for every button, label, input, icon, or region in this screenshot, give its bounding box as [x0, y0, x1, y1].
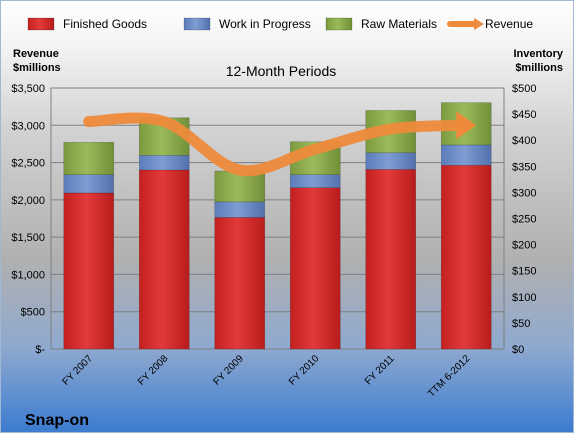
- bar-work-in-progress-3: [289, 174, 341, 189]
- legend-label-finished-goods: Finished Goods: [63, 17, 147, 31]
- bar-finished-goods-3: [289, 187, 341, 350]
- left-axis-title-line2: $millions: [13, 62, 61, 74]
- left-tick-label: $1,500: [11, 232, 45, 244]
- legend-label-work-in-progress: Work in Progress: [219, 17, 311, 31]
- right-tick-label: $0: [512, 344, 524, 356]
- bar-raw-materials-0: [63, 141, 115, 175]
- bar-finished-goods-5: [440, 164, 492, 350]
- revenue-line: [83, 112, 472, 177]
- legend-swatch-raw-materials: [325, 17, 353, 31]
- right-tick-label: $300: [512, 187, 536, 199]
- revenue-arrowhead: [456, 111, 477, 140]
- bar-finished-goods-0: [63, 192, 115, 350]
- left-axis-title-line1: Revenue: [13, 48, 59, 60]
- right-tick-label: $350: [512, 161, 536, 173]
- right-tick-label: $50: [512, 318, 530, 330]
- bar-work-in-progress-4: [365, 152, 417, 170]
- bar-raw-materials-2: [214, 170, 266, 203]
- legend-label-revenue: Revenue: [485, 17, 533, 31]
- right-tick-label: $500: [512, 83, 536, 95]
- bar-finished-goods-4: [365, 169, 417, 350]
- legend-label-raw-materials: Raw Materials: [361, 17, 437, 31]
- left-tick-label: $1,000: [11, 269, 45, 281]
- right-axis-title-line1: Inventory: [513, 48, 563, 60]
- left-tick-label: $3,500: [11, 83, 45, 95]
- company-name: Snap-on: [25, 412, 89, 429]
- left-tick-label: $2,500: [11, 158, 45, 170]
- left-tick-label: $2,000: [11, 195, 45, 207]
- right-tick-label: $100: [512, 292, 536, 304]
- bar-work-in-progress-5: [440, 144, 492, 166]
- left-tick-label: $-: [35, 344, 45, 356]
- bar-finished-goods-1: [138, 169, 190, 350]
- right-tick-label: $200: [512, 240, 536, 252]
- bar-finished-goods-2: [214, 217, 266, 350]
- right-tick-label: $250: [512, 214, 536, 226]
- chart-title: 12-Month Periods: [226, 63, 337, 79]
- bar-work-in-progress-1: [138, 155, 190, 171]
- legend-swatch-finished-goods: [27, 17, 55, 31]
- right-tick-label: $450: [512, 109, 536, 121]
- legend-arrowhead-revenue: [474, 18, 484, 30]
- left-tick-label: $500: [21, 307, 45, 319]
- right-tick-label: $150: [512, 266, 536, 278]
- right-tick-label: $400: [512, 135, 536, 147]
- left-tick-label: $3,000: [11, 120, 45, 132]
- legend-swatch-work-in-progress: [183, 17, 211, 31]
- bar-work-in-progress-2: [214, 201, 266, 218]
- legend: Finished Goods Work in Progress Raw Materi…: [27, 17, 533, 31]
- bar-work-in-progress-0: [63, 174, 115, 194]
- right-axis-title-line2: $millions: [515, 62, 563, 74]
